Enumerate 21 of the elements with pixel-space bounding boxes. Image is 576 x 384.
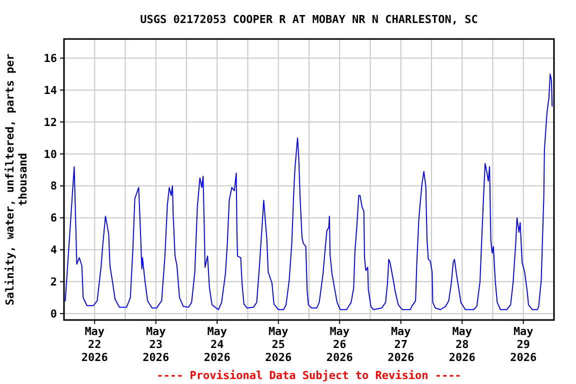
y-tick-label: 8 [50, 180, 57, 193]
text: ---- Provisional Data Subject to Revision ---- [156, 369, 462, 382]
y-tick-label: 0 [50, 307, 57, 320]
y-axis-title: Salinity, water, unfiltered, parts per thousand [4, 53, 30, 306]
y-tick-label: 6 [50, 212, 58, 225]
x-tick-label: May 23 2026 [142, 325, 170, 364]
x-tick-label: May 26 2026 [326, 325, 354, 364]
y-tick-label: 4 [50, 244, 58, 257]
x-tick-label: May 24 2026 [204, 325, 231, 364]
x-tick-label: May 29 2026 [510, 325, 537, 364]
x-tick-label: May 22 2026 [81, 325, 108, 364]
y-tick-label: 16 [44, 52, 58, 66]
chart-title: USGS 02172053 COOPER R AT MOBAY NR N CHARLESTON, SC [140, 13, 478, 26]
y-tick-label: 10 [44, 148, 57, 161]
x-tick-label: May 27 2026 [388, 325, 414, 364]
x-tick-label: May 25 2026 [265, 325, 292, 364]
y-tick-label: 12 [44, 116, 57, 129]
line-series [64, 74, 553, 310]
x-tick-label: May 28 2026 [448, 325, 476, 364]
y-tick-label: 14 [44, 84, 58, 97]
y-tick-label: 2 [50, 276, 57, 289]
